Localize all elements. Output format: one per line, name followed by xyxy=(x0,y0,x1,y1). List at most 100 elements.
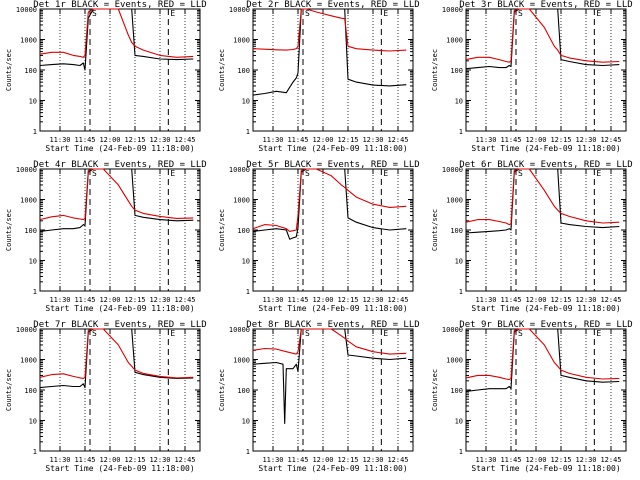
plot-frame xyxy=(39,8,201,132)
x-tick-label: 12:00 xyxy=(525,456,546,464)
x-tick-label: 12:45 xyxy=(387,136,408,144)
x-tick-label: 12:15 xyxy=(550,296,571,304)
x-tick-label: 11:45 xyxy=(74,456,95,464)
plot-frame xyxy=(465,168,627,292)
x-tick-label: 12:00 xyxy=(525,136,546,144)
y-tick-label: 10000 xyxy=(229,6,250,14)
x-tick-label: 11:45 xyxy=(500,296,521,304)
y-tick-label: 1 xyxy=(459,288,463,296)
x-tick-label: 12:00 xyxy=(99,296,120,304)
event-marker-label: S xyxy=(518,169,523,178)
x-axis-label: Start Time (24-Feb-09 11:18:00) xyxy=(258,464,407,473)
y-tick-label: 10 xyxy=(29,98,37,106)
y-tick-label: 1 xyxy=(246,288,250,296)
series-line-red xyxy=(465,8,620,63)
y-tick-label: 10 xyxy=(242,418,250,426)
event-marker-label: S xyxy=(92,9,97,18)
chart-panel-8: Det 8r BLACK = Events, RED = LLD 1 10 100 10… xyxy=(218,320,420,473)
chart-title: Det 1r BLACK = Events, RED = LLD xyxy=(33,0,206,10)
y-tick-label: 10000 xyxy=(16,6,37,14)
y-tick-label: 1 xyxy=(459,128,463,136)
x-tick-label: 11:30 xyxy=(475,456,496,464)
x-axis-label: Start Time (24-Feb-09 11:18:00) xyxy=(45,304,194,313)
y-tick-label: 10000 xyxy=(442,326,463,334)
y-axis-label: Counts/sec xyxy=(218,49,226,91)
x-tick-label: 12:15 xyxy=(124,136,145,144)
chart-title: Det 6r BLACK = Events, RED = LLD xyxy=(459,160,632,170)
chart-panel-9: Det 9r BLACK = Events, RED = LLD 1 10 100 10… xyxy=(431,320,633,473)
y-tick-label: 10 xyxy=(29,418,37,426)
x-tick-label: 12:15 xyxy=(337,456,358,464)
x-tick-label: 12:00 xyxy=(99,456,120,464)
x-tick-label: 11:30 xyxy=(49,296,70,304)
x-axis-label: Start Time (24-Feb-09 11:18:00) xyxy=(471,144,620,153)
event-marker-label: S xyxy=(305,329,310,338)
plot-frame xyxy=(465,8,627,132)
event-marker-label: E xyxy=(596,169,601,178)
y-tick-label: 1000 xyxy=(20,357,37,365)
y-tick-label: 10 xyxy=(242,258,250,266)
x-tick-label: 12:30 xyxy=(362,456,383,464)
event-marker-label: E xyxy=(170,329,175,338)
y-tick-label: 10000 xyxy=(442,166,463,174)
chart-title: Det 8r BLACK = Events, RED = LLD xyxy=(246,320,419,330)
y-tick-label: 100 xyxy=(450,67,463,75)
series-line-red xyxy=(39,328,194,379)
x-tick-label: 12:45 xyxy=(174,136,195,144)
x-tick-label: 12:00 xyxy=(99,136,120,144)
x-tick-label: 11:30 xyxy=(262,456,283,464)
x-tick-label: 12:45 xyxy=(600,136,621,144)
series-line-black xyxy=(465,168,620,234)
chart-panel-1: Det 1r BLACK = Events, RED = LLD 1 10 100 10… xyxy=(5,0,207,153)
x-tick-label: 11:45 xyxy=(287,296,308,304)
x-tick-label: 12:45 xyxy=(174,296,195,304)
plot-frame xyxy=(252,8,414,132)
y-tick-label: 100 xyxy=(450,227,463,235)
event-marker-label: E xyxy=(383,169,388,178)
chart-title: Det 5r BLACK = Events, RED = LLD xyxy=(246,160,419,170)
series-line-red xyxy=(465,328,620,381)
y-tick-label: 1 xyxy=(246,128,250,136)
y-tick-label: 1000 xyxy=(446,357,463,365)
chart-title: Det 2r BLACK = Events, RED = LLD xyxy=(246,0,419,10)
event-marker-label: S xyxy=(92,329,97,338)
series-line-red xyxy=(465,168,620,226)
x-axis-label: Start Time (24-Feb-09 11:18:00) xyxy=(471,464,620,473)
plot-frame xyxy=(252,328,414,452)
x-tick-label: 11:30 xyxy=(475,296,496,304)
chart-title: Det 9r BLACK = Events, RED = LLD xyxy=(459,320,632,330)
y-tick-label: 1000 xyxy=(233,357,250,365)
y-tick-label: 1000 xyxy=(20,197,37,205)
y-tick-label: 100 xyxy=(450,387,463,395)
series-line-red xyxy=(39,168,194,221)
chart-title: Det 7r BLACK = Events, RED = LLD xyxy=(33,320,206,330)
chart-title: Det 3r BLACK = Events, RED = LLD xyxy=(459,0,632,10)
chart-panel-7: Det 7r BLACK = Events, RED = LLD 1 10 100 10… xyxy=(5,320,207,473)
event-marker-label: E xyxy=(170,9,175,18)
series-line-black xyxy=(39,8,194,71)
event-marker-label: E xyxy=(170,169,175,178)
event-marker-label: E xyxy=(383,9,388,18)
y-axis-label: Counts/sec xyxy=(431,209,439,251)
series-line-black xyxy=(465,328,620,392)
x-tick-label: 11:45 xyxy=(74,296,95,304)
x-tick-label: 11:45 xyxy=(287,456,308,464)
x-tick-label: 12:15 xyxy=(550,456,571,464)
y-tick-label: 10 xyxy=(455,258,463,266)
chart-title: Det 4r BLACK = Events, RED = LLD xyxy=(33,160,206,170)
event-marker-label: S xyxy=(305,9,310,18)
chart-panel-3: Det 3r BLACK = Events, RED = LLD 1 10 100 10… xyxy=(431,0,633,153)
event-marker-label: S xyxy=(518,329,523,338)
series-line-red xyxy=(252,328,407,355)
y-tick-label: 1000 xyxy=(233,197,250,205)
y-tick-label: 10000 xyxy=(16,166,37,174)
y-tick-label: 100 xyxy=(24,227,37,235)
chart-panel-4: Det 4r BLACK = Events, RED = LLD 1 10 100 10… xyxy=(5,160,207,313)
x-tick-label: 11:30 xyxy=(49,136,70,144)
y-axis-label: Counts/sec xyxy=(218,369,226,411)
y-axis-label: Counts/sec xyxy=(218,209,226,251)
x-tick-label: 11:30 xyxy=(475,136,496,144)
x-tick-label: 12:30 xyxy=(575,136,596,144)
series-line-red xyxy=(252,168,407,232)
y-tick-label: 10 xyxy=(29,258,37,266)
